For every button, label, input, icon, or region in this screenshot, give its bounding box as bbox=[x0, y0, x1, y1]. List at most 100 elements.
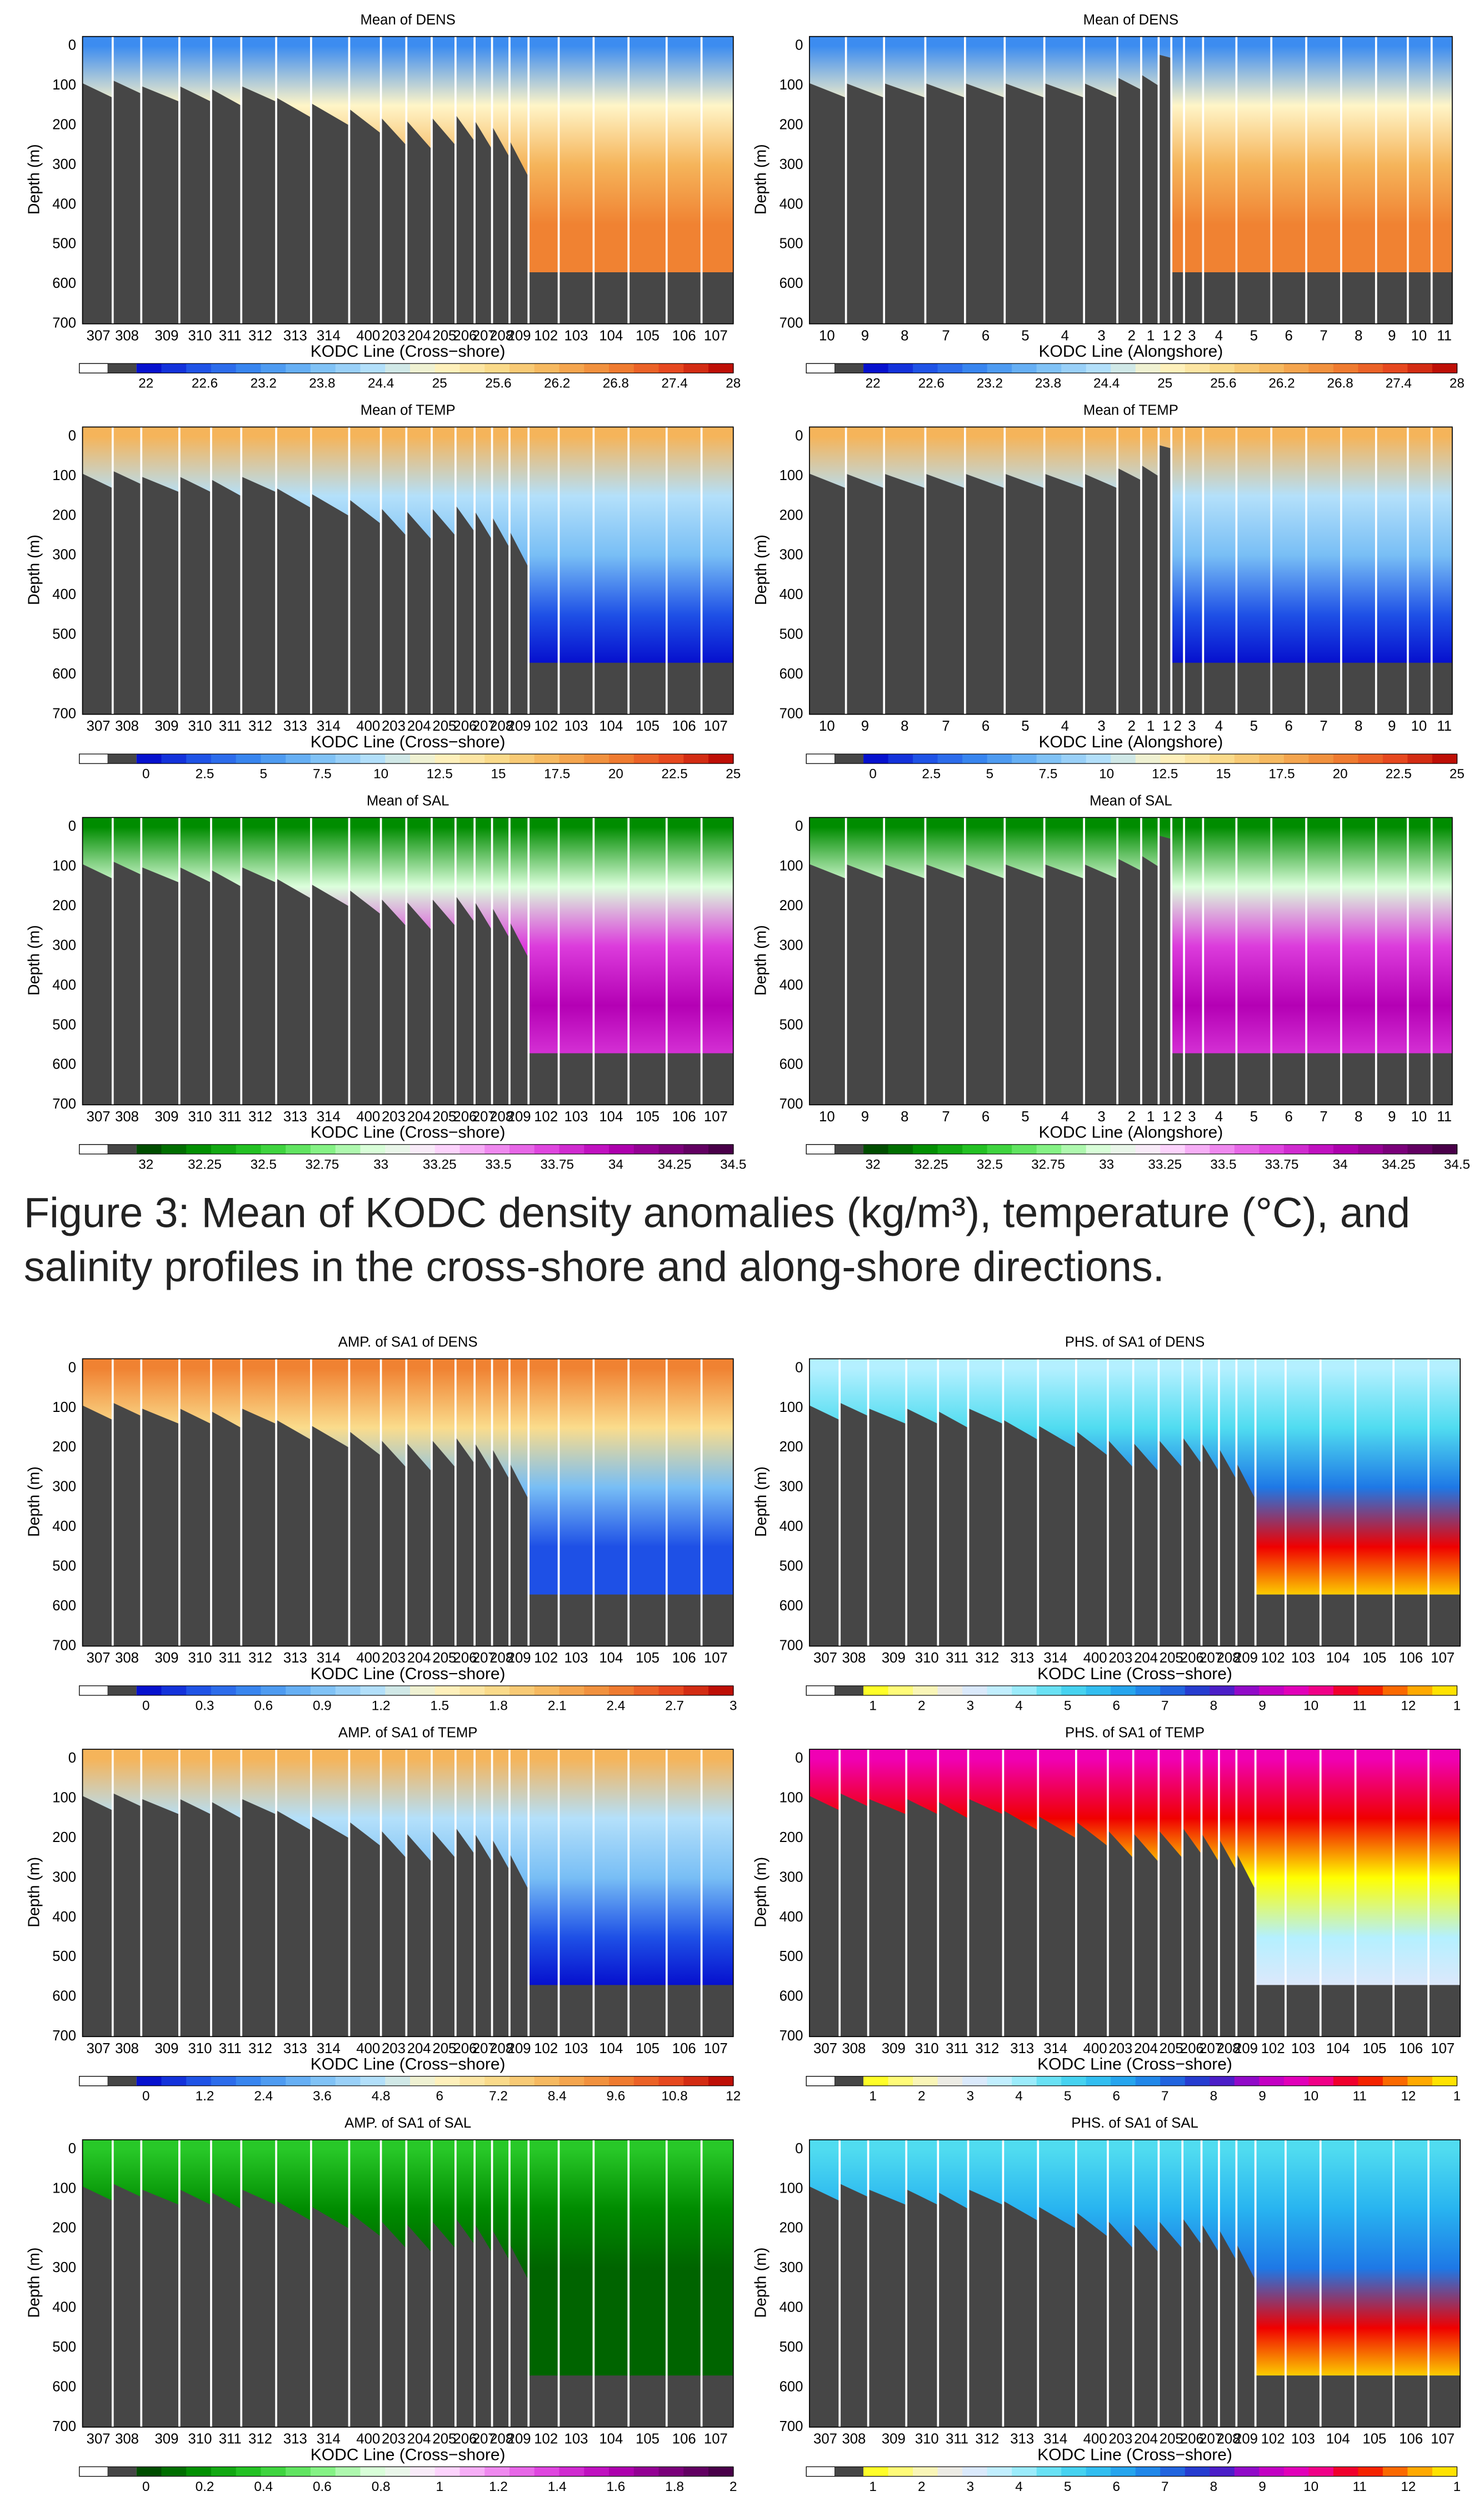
colorbar-segment bbox=[1432, 2467, 1458, 2477]
x-tick-label: 313 bbox=[283, 328, 307, 343]
water-column bbox=[628, 817, 667, 1054]
colorbar-segment bbox=[1210, 1144, 1235, 1154]
x-tick-label: 104 bbox=[599, 2041, 623, 2056]
colorbar-tick-label: 32 bbox=[138, 1157, 153, 1172]
water-column bbox=[1271, 427, 1307, 663]
colorbar-tick-label: 22.5 bbox=[661, 767, 687, 782]
colorbar-segment bbox=[1185, 753, 1211, 764]
x-tick-label: 208 bbox=[489, 1650, 513, 1666]
water-column bbox=[1182, 1749, 1202, 1854]
x-tick-label: 9 bbox=[861, 718, 869, 734]
colorbar-tick-label: 1.6 bbox=[607, 2479, 626, 2494]
x-tick-label: 107 bbox=[1431, 2432, 1455, 2447]
water-column bbox=[492, 1749, 509, 1870]
colorbar-segment bbox=[310, 753, 336, 764]
water-column bbox=[528, 1359, 559, 1595]
panel: Mean of SAL 0 100 200 300 400 500 600 700 Depth (… bbox=[752, 793, 1470, 1172]
colorbar-segment bbox=[1308, 753, 1334, 764]
colorbar-segment bbox=[559, 2076, 585, 2086]
water-column bbox=[474, 2139, 492, 2253]
water-column bbox=[846, 427, 885, 488]
colorbar-segment bbox=[863, 1685, 889, 1696]
x-tick-label: 400 bbox=[1083, 2041, 1107, 2056]
x-tick-label: 312 bbox=[248, 2041, 272, 2056]
colorbar-tick-label: 0.4 bbox=[254, 2479, 273, 2494]
colorbar-segment bbox=[1135, 2467, 1161, 2477]
x-tick-label: 102 bbox=[534, 1650, 558, 1666]
x-tick-label: 313 bbox=[283, 1109, 307, 1125]
colorbar-segment bbox=[136, 2076, 162, 2086]
x-axis-label: KODC Line (Cross−shore) bbox=[311, 342, 506, 361]
x-tick-label: 105 bbox=[636, 328, 659, 343]
water-column bbox=[1236, 1749, 1256, 1890]
y-tick-label: 400 bbox=[780, 2300, 803, 2315]
colorbar-segment bbox=[1061, 753, 1087, 764]
colorbar-tick-label: 5 bbox=[986, 767, 993, 782]
water-column bbox=[381, 817, 407, 926]
water-column bbox=[432, 427, 456, 536]
colorbar-segment bbox=[683, 1144, 709, 1154]
x-tick-label: 310 bbox=[188, 2041, 212, 2056]
x-tick-label: 103 bbox=[1291, 2432, 1315, 2447]
y-tick-label: 400 bbox=[52, 196, 76, 212]
x-tick-label: 106 bbox=[672, 718, 696, 734]
panel-title: AMP. of SA1 of TEMP bbox=[338, 1725, 477, 1740]
x-axis-label: KODC Line (Cross−shore) bbox=[1037, 2445, 1232, 2464]
x-tick-label: 107 bbox=[704, 718, 728, 734]
x-tick-label: 311 bbox=[219, 328, 242, 343]
colorbar-segment bbox=[211, 753, 237, 764]
x-tick-label: 400 bbox=[356, 2432, 380, 2447]
colorbar-tick-label: 32.75 bbox=[1031, 1157, 1065, 1172]
colorbar-segment bbox=[1382, 1685, 1408, 1696]
water-column bbox=[1306, 36, 1341, 272]
water-column bbox=[1428, 2139, 1461, 2376]
colorbar-land bbox=[835, 363, 864, 373]
x-tick-label: 2 bbox=[1174, 328, 1182, 343]
x-tick-label: 400 bbox=[356, 328, 380, 343]
x-tick-label: 309 bbox=[882, 2041, 906, 2056]
x-tick-label: 206 bbox=[453, 2432, 477, 2447]
water-column bbox=[1201, 2139, 1219, 2253]
y-tick-label: 500 bbox=[52, 1949, 76, 1964]
colorbar-segment bbox=[1012, 753, 1037, 764]
colorbar-segment bbox=[1012, 2076, 1037, 2086]
water-column bbox=[528, 817, 559, 1054]
y-tick-label: 700 bbox=[780, 1096, 803, 1112]
colorbar-tick-label: 26.2 bbox=[544, 376, 570, 391]
x-tick-label: 310 bbox=[188, 1109, 212, 1125]
x-tick-label: 209 bbox=[507, 2432, 531, 2447]
x-tick-label: 2 bbox=[1128, 1109, 1136, 1125]
colorbar-land bbox=[835, 2076, 864, 2086]
water-column bbox=[1117, 817, 1141, 871]
water-column bbox=[432, 2139, 456, 2249]
colorbar-segment bbox=[534, 1685, 560, 1696]
water-column bbox=[1431, 817, 1452, 1054]
y-axis-label: Depth (m) bbox=[25, 2248, 43, 2318]
x-tick-label: 105 bbox=[636, 718, 659, 734]
x-tick-label: 4 bbox=[1215, 1109, 1223, 1125]
x-tick-label: 312 bbox=[248, 1109, 272, 1125]
water-column bbox=[492, 2139, 509, 2261]
colorbar-segment bbox=[1185, 2076, 1211, 2086]
x-tick-label: 209 bbox=[507, 328, 531, 343]
water-column bbox=[112, 1749, 142, 1807]
x-tick-label: 102 bbox=[1261, 2041, 1285, 2056]
water-column bbox=[938, 1749, 968, 1819]
water-column bbox=[628, 427, 667, 663]
panel: Mean of DENS 0 100 200 300 400 500 600 700 Depth … bbox=[752, 12, 1465, 391]
water-column bbox=[1003, 1749, 1038, 1830]
colorbar-segment bbox=[385, 753, 411, 764]
colorbar-segment bbox=[161, 753, 187, 764]
x-tick-label: 311 bbox=[219, 1109, 242, 1125]
y-tick-label: 200 bbox=[52, 2220, 76, 2236]
water-column bbox=[349, 1749, 381, 1846]
water-column bbox=[846, 817, 885, 879]
colorbar-segment bbox=[509, 2467, 535, 2477]
colorbar-segment bbox=[1432, 2076, 1458, 2086]
x-tick-label: 10 bbox=[819, 718, 835, 734]
colorbar-under bbox=[806, 2076, 836, 2086]
colorbar-segment bbox=[888, 363, 913, 373]
colorbar-segment bbox=[484, 363, 510, 373]
water-column bbox=[112, 36, 142, 94]
water-column bbox=[1044, 817, 1085, 879]
